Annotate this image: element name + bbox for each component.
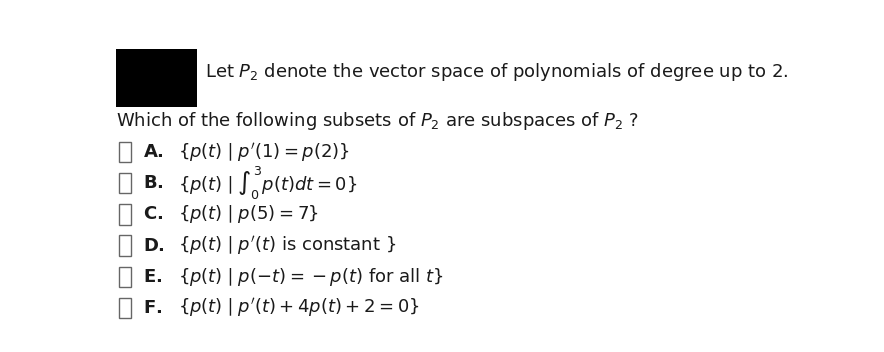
Text: $\mathbf{B.}$: $\mathbf{B.}$ bbox=[143, 174, 164, 192]
Text: $\{p(t)\mid p'(t) + 4p(t) + 2 = 0\}$: $\{p(t)\mid p'(t) + 4p(t) + 2 = 0\}$ bbox=[178, 296, 419, 319]
Text: $\mathbf{E.}$: $\mathbf{E.}$ bbox=[143, 268, 163, 286]
Bar bbox=[118, 235, 131, 256]
Bar bbox=[118, 142, 131, 162]
Text: $\mathbf{C.}$: $\mathbf{C.}$ bbox=[143, 205, 164, 224]
Text: $\{p(t)\mid p(5) = 7\}$: $\{p(t)\mid p(5) = 7\}$ bbox=[178, 203, 318, 225]
Bar bbox=[118, 298, 131, 318]
Text: $\mathbf{A.}$: $\mathbf{A.}$ bbox=[143, 143, 164, 161]
Bar bbox=[116, 49, 197, 107]
Text: $\{p(t)\mid p'(1) = p(2)\}$: $\{p(t)\mid p'(1) = p(2)\}$ bbox=[178, 140, 349, 164]
Text: $\mathbf{D.}$: $\mathbf{D.}$ bbox=[143, 237, 165, 254]
Bar bbox=[118, 204, 131, 225]
Text: $\{p(t)\mid p(-t) = -p(t)\text{ for all }t\}$: $\{p(t)\mid p(-t) = -p(t)\text{ for all … bbox=[178, 266, 443, 288]
Bar bbox=[118, 173, 131, 193]
Text: $\mathbf{F.}$: $\mathbf{F.}$ bbox=[143, 299, 163, 317]
Text: $\{p(t)\mid \int_0^{3} p(t)dt = 0\}$: $\{p(t)\mid \int_0^{3} p(t)dt = 0\}$ bbox=[178, 165, 357, 202]
Text: $\{p(t)\mid p'(t)\text{ is constant }\}$: $\{p(t)\mid p'(t)\text{ is constant }\}$ bbox=[178, 234, 396, 257]
Text: Let $P_2$ denote the vector space of polynomials of degree up to 2.: Let $P_2$ denote the vector space of pol… bbox=[205, 61, 789, 83]
Bar bbox=[118, 266, 131, 287]
Text: Which of the following subsets of $P_2$ are subspaces of $P_2$ ?: Which of the following subsets of $P_2$ … bbox=[116, 110, 639, 132]
